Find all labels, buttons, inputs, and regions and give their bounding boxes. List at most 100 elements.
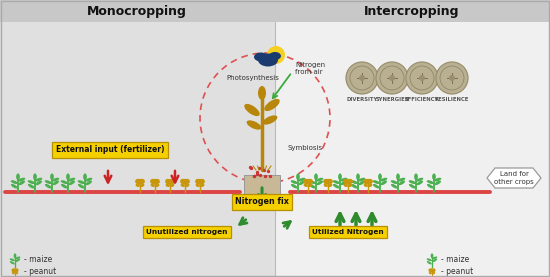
Circle shape	[432, 268, 436, 272]
Ellipse shape	[166, 184, 170, 187]
Circle shape	[367, 179, 373, 184]
Circle shape	[359, 75, 365, 81]
Circle shape	[365, 179, 371, 184]
Ellipse shape	[258, 53, 278, 66]
Ellipse shape	[135, 184, 140, 187]
Circle shape	[167, 179, 173, 184]
Ellipse shape	[432, 257, 437, 259]
Ellipse shape	[409, 180, 416, 184]
Ellipse shape	[66, 173, 70, 180]
Ellipse shape	[170, 184, 174, 187]
Ellipse shape	[11, 184, 18, 189]
Circle shape	[363, 179, 368, 184]
Ellipse shape	[151, 184, 155, 187]
Ellipse shape	[140, 184, 145, 187]
Ellipse shape	[359, 181, 365, 185]
Circle shape	[13, 268, 17, 272]
Ellipse shape	[431, 253, 433, 258]
Circle shape	[15, 268, 19, 272]
Polygon shape	[487, 168, 541, 188]
Ellipse shape	[50, 173, 54, 180]
Ellipse shape	[396, 173, 400, 180]
Ellipse shape	[308, 184, 312, 187]
Ellipse shape	[78, 184, 85, 189]
Circle shape	[165, 179, 170, 184]
Ellipse shape	[52, 181, 59, 185]
Ellipse shape	[434, 178, 441, 181]
Ellipse shape	[155, 184, 160, 187]
Ellipse shape	[10, 258, 15, 261]
Ellipse shape	[304, 184, 308, 187]
Circle shape	[345, 179, 351, 184]
Ellipse shape	[296, 173, 300, 180]
Ellipse shape	[380, 178, 387, 181]
Ellipse shape	[254, 53, 268, 61]
Ellipse shape	[291, 184, 298, 189]
Ellipse shape	[427, 261, 432, 265]
Ellipse shape	[52, 178, 59, 181]
Ellipse shape	[258, 86, 266, 100]
Text: External input (fertilizer): External input (fertilizer)	[56, 145, 164, 155]
Ellipse shape	[16, 173, 20, 180]
Ellipse shape	[298, 178, 305, 181]
Ellipse shape	[427, 258, 432, 261]
Ellipse shape	[328, 184, 332, 187]
Ellipse shape	[60, 180, 68, 184]
Ellipse shape	[391, 184, 398, 189]
Ellipse shape	[309, 180, 316, 184]
Ellipse shape	[432, 259, 437, 262]
Ellipse shape	[265, 99, 280, 111]
Circle shape	[419, 75, 425, 81]
Ellipse shape	[351, 180, 358, 184]
Ellipse shape	[373, 180, 380, 184]
Ellipse shape	[409, 184, 416, 189]
Ellipse shape	[180, 184, 185, 187]
Circle shape	[389, 75, 395, 81]
Ellipse shape	[45, 180, 52, 184]
Circle shape	[200, 179, 205, 184]
Text: - peanut: - peanut	[441, 266, 473, 276]
Ellipse shape	[15, 259, 20, 262]
Ellipse shape	[309, 184, 316, 189]
Circle shape	[180, 179, 185, 184]
Ellipse shape	[246, 120, 261, 130]
Ellipse shape	[323, 184, 328, 187]
Text: EFFICIENCY: EFFICIENCY	[405, 97, 439, 102]
Ellipse shape	[398, 178, 405, 181]
Ellipse shape	[378, 173, 382, 180]
Ellipse shape	[35, 178, 42, 181]
Circle shape	[428, 268, 432, 272]
Ellipse shape	[416, 178, 424, 181]
Ellipse shape	[18, 178, 25, 181]
Circle shape	[152, 179, 158, 184]
Ellipse shape	[299, 181, 305, 185]
Circle shape	[195, 179, 200, 184]
Ellipse shape	[291, 180, 298, 184]
Ellipse shape	[358, 178, 365, 181]
Text: Nitrogen
from air: Nitrogen from air	[295, 61, 325, 75]
Ellipse shape	[340, 178, 347, 181]
Ellipse shape	[314, 173, 318, 180]
Text: Land for
other crops: Land for other crops	[494, 171, 534, 185]
Ellipse shape	[348, 184, 353, 187]
Ellipse shape	[14, 253, 16, 258]
Ellipse shape	[333, 184, 339, 189]
Ellipse shape	[340, 181, 347, 185]
Ellipse shape	[434, 181, 441, 185]
Circle shape	[343, 179, 348, 184]
Ellipse shape	[35, 181, 42, 185]
Ellipse shape	[432, 272, 435, 274]
Circle shape	[305, 179, 311, 184]
Ellipse shape	[398, 181, 405, 185]
Circle shape	[12, 268, 15, 272]
Ellipse shape	[269, 52, 281, 60]
Circle shape	[449, 75, 455, 81]
Circle shape	[267, 46, 285, 64]
Text: Intercropping: Intercropping	[364, 4, 460, 17]
Ellipse shape	[28, 180, 35, 184]
Ellipse shape	[390, 180, 398, 184]
FancyBboxPatch shape	[493, 168, 535, 188]
Ellipse shape	[85, 181, 92, 185]
Ellipse shape	[83, 173, 87, 180]
Ellipse shape	[28, 184, 35, 189]
